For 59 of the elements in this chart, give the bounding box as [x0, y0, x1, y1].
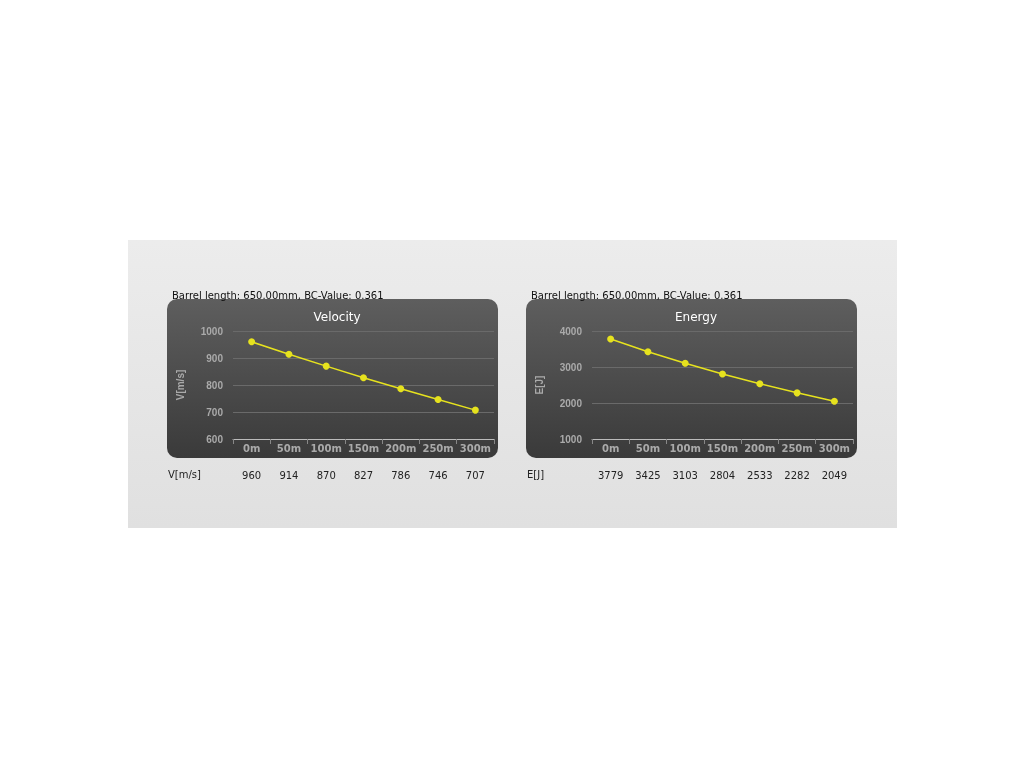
- y-tick-label: 2000: [559, 397, 583, 409]
- y-tick-label: 1000: [559, 433, 583, 445]
- data-label: 870: [316, 469, 336, 481]
- data-label: 746: [428, 469, 448, 481]
- point: [756, 380, 764, 388]
- x-tick-label: 50m: [276, 442, 302, 454]
- x-tick-label: 200m: [385, 442, 417, 454]
- chart-subtitle: Barrel length: 650.00mm, BC-Value: 0.361: [531, 289, 743, 301]
- x-tick-label: 50m: [635, 442, 661, 454]
- data-label: 786: [391, 469, 411, 481]
- y-tick-label: 700: [206, 406, 224, 418]
- point: [434, 396, 442, 404]
- chart-subtitle: Barrel length: 650.00mm, BC-Value: 0.361: [172, 289, 384, 301]
- text: V[m/s]: [174, 369, 186, 401]
- point: [471, 406, 479, 414]
- point: [322, 362, 330, 370]
- point: [830, 397, 838, 405]
- y-tick-label: 3000: [559, 361, 583, 373]
- x-tick-label: 250m: [781, 442, 813, 454]
- data-label: 2533: [747, 469, 773, 481]
- text: E[J]: [527, 468, 545, 480]
- y-tick-label: 800: [206, 379, 224, 391]
- data-label: 3103: [672, 469, 698, 481]
- x-tick-label: 300m: [459, 442, 492, 454]
- y-tick-label: 600: [206, 433, 224, 445]
- point: [719, 370, 726, 378]
- y-tick-label: 1000: [200, 325, 224, 337]
- data-label: 2282: [784, 469, 810, 481]
- point: [285, 350, 293, 358]
- data-label: 2049: [821, 469, 848, 481]
- point: [248, 338, 256, 346]
- data-label: 3425: [635, 469, 661, 481]
- x-tick-label: 100m: [310, 442, 342, 454]
- point: [397, 385, 405, 393]
- point: [607, 335, 615, 343]
- data-label: 914: [279, 469, 299, 481]
- point: [793, 389, 801, 397]
- y-tick-label: 900: [206, 352, 224, 364]
- x-tick-label: 250m: [422, 442, 454, 454]
- y-tick-label: 4000: [559, 325, 583, 337]
- x-tick-label: 0m: [242, 442, 261, 454]
- data-label: 960: [242, 469, 262, 481]
- x-tick-label: 150m: [347, 442, 380, 454]
- chart-title: Energy: [674, 310, 718, 324]
- x-tick-label: 0m: [601, 442, 620, 454]
- x-tick-label: 300m: [818, 442, 851, 454]
- point: [644, 348, 652, 356]
- data-label: 707: [465, 469, 485, 481]
- x-tick-label: 150m: [706, 442, 739, 454]
- x-tick-label: 200m: [744, 442, 776, 454]
- data-label: 827: [353, 469, 374, 481]
- chart-title: Velocity: [313, 310, 361, 324]
- point: [360, 374, 367, 382]
- data-label: 2804: [709, 469, 736, 481]
- y-axis-title: V[m/s]: [168, 468, 202, 480]
- data-label: 3779: [597, 469, 624, 481]
- point: [681, 359, 689, 367]
- y-axis-title: E[J]: [533, 375, 545, 395]
- x-tick-label: 100m: [669, 442, 701, 454]
